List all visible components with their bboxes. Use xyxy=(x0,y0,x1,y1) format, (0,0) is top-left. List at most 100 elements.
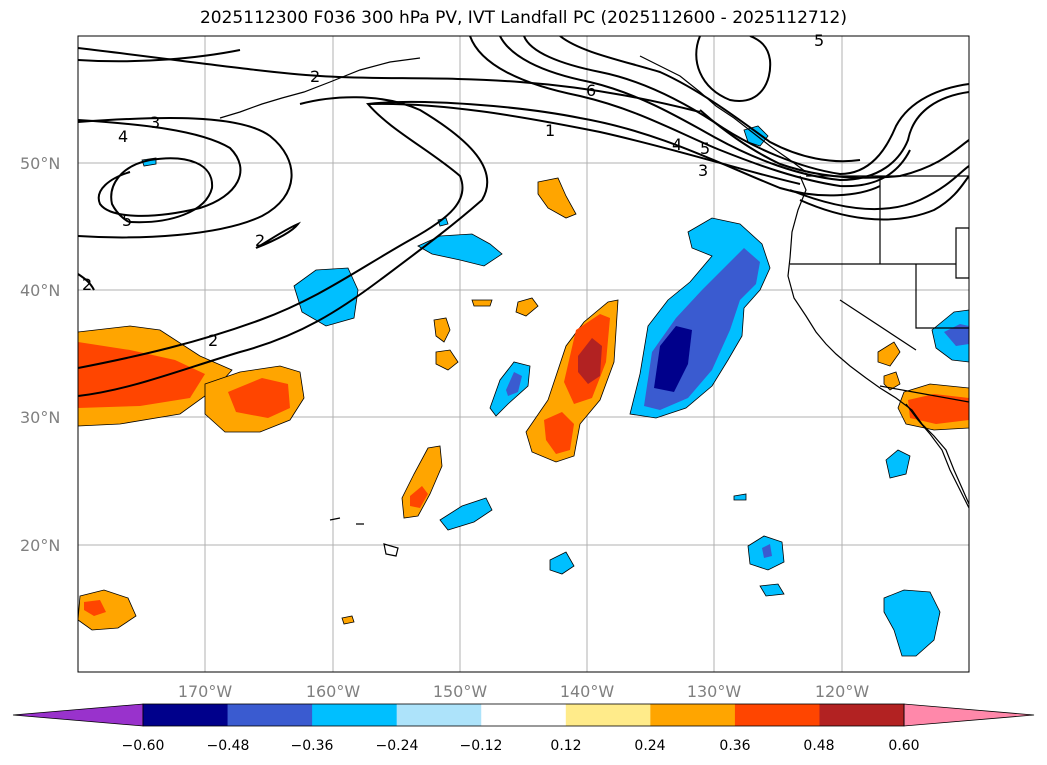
colorbar-tick-label: −0.24 xyxy=(376,738,419,754)
ivt-positive-region xyxy=(228,378,290,418)
lon-tick-label: 130°W xyxy=(687,682,742,701)
border-box xyxy=(955,227,969,279)
ivt-positive-region xyxy=(537,177,577,219)
lat-tick-label: 20°N xyxy=(20,536,60,555)
pv-contour-jet-1 xyxy=(469,36,911,188)
lat-tick-labels: 50°N 40°N 30°N 20°N xyxy=(20,154,60,555)
colorbar-tick-label: −0.36 xyxy=(291,738,334,754)
pv-contour-label: 2 xyxy=(208,331,218,350)
map-background xyxy=(78,36,969,672)
colorbar-tick-label: 0.24 xyxy=(634,738,665,754)
ivt-positive-region xyxy=(544,412,574,454)
colorbar-tick-label: 0.48 xyxy=(803,738,834,754)
colorbar: −0.60 −0.48 −0.36 −0.24 −0.12 0.12 0.24 … xyxy=(12,703,1035,754)
colorbar-extend-high xyxy=(903,703,1035,727)
ivt-positive-region xyxy=(908,394,969,424)
lon-tick-label: 140°W xyxy=(560,682,615,701)
pv-contour-label: 2 xyxy=(310,67,320,86)
lat-tick-label: 40°N xyxy=(20,281,60,300)
ivt-negative-region xyxy=(417,233,503,267)
ivt-positive-region xyxy=(883,371,901,391)
lat-tick-label: 50°N xyxy=(20,154,60,173)
pv-contour-5 xyxy=(110,157,214,224)
pv-contour-label: 3 xyxy=(150,113,160,132)
ivt-positive-region xyxy=(433,317,451,343)
colorbar-segment xyxy=(650,704,736,726)
ivt-positive-region xyxy=(515,297,539,317)
pv-contour-loop xyxy=(695,36,772,102)
ivt-negative-region xyxy=(654,326,692,392)
pv-contour-label: 5 xyxy=(700,139,710,158)
us-border-3 xyxy=(915,264,969,329)
pv-contour-jet-4 xyxy=(559,36,861,163)
colorbar-tick-label: −0.12 xyxy=(460,738,503,754)
ivt-positive-region xyxy=(435,349,459,371)
coastlines xyxy=(219,55,969,557)
alaska-panhandle xyxy=(639,55,807,173)
ivt-positive-regions xyxy=(78,177,969,631)
ivt-negative-regions xyxy=(141,125,969,657)
pv-contour-jet-2 xyxy=(499,36,969,182)
lon-tick-label: 150°W xyxy=(433,682,488,701)
pv-contour-6 xyxy=(78,49,241,63)
ivt-positive-region xyxy=(410,486,428,508)
pv-contour-label: 4 xyxy=(118,127,128,146)
ivt-negative-region xyxy=(293,267,359,327)
colorbar-segment xyxy=(481,704,567,726)
ivt-positive-region xyxy=(877,341,901,367)
ivt-negative-region xyxy=(944,324,969,346)
colorbar-segment xyxy=(396,704,482,726)
ivt-negative-region xyxy=(762,544,772,558)
colorbar-segment xyxy=(734,704,820,726)
colorbar-segment xyxy=(227,704,313,726)
pv-contour-label: 4 xyxy=(672,135,682,154)
pv-contour-edge xyxy=(78,273,95,291)
ivt-negative-region xyxy=(506,372,522,396)
lat-tick-label: 30°N xyxy=(20,408,60,427)
baja-coast xyxy=(905,403,969,509)
ivt-negative-region xyxy=(733,493,747,501)
ivt-positive-region xyxy=(578,338,602,384)
colorbar-tick-label: 0.36 xyxy=(719,738,750,754)
ivt-positive-region xyxy=(84,600,106,616)
colorbar-segment xyxy=(819,704,905,726)
map-frame xyxy=(77,35,970,673)
ivt-negative-region xyxy=(883,589,941,657)
lon-tick-label: 170°W xyxy=(178,682,233,701)
colorbar-tick-labels: −0.60 −0.48 −0.36 −0.24 −0.12 0.12 0.24 … xyxy=(122,738,920,754)
ivt-positive-region xyxy=(341,615,355,625)
ivt-positive-region xyxy=(78,589,137,631)
lon-tick-labels: 170°W 160°W 150°W 140°W 130°W 120°W xyxy=(178,682,870,701)
pv-contour-label: 5 xyxy=(122,211,132,230)
pv-contour-2-mid xyxy=(78,100,881,369)
lon-tick-label: 160°W xyxy=(306,682,361,701)
ivt-negative-region xyxy=(759,583,785,597)
colorbar-tick-label: 0.12 xyxy=(550,738,581,754)
pv-contour-labels: 1 2 2 2 2 3 3 4 4 5 5 6 5 xyxy=(82,31,824,350)
ivt-negative-region xyxy=(549,551,575,575)
ivt-positive-region xyxy=(471,299,493,307)
pv-contour-label: 2 xyxy=(255,231,265,250)
pv-contour-4 xyxy=(78,117,293,239)
pv-contour-label: 3 xyxy=(698,161,708,180)
pv-contours xyxy=(78,36,969,397)
colorbar-segment xyxy=(143,704,229,726)
pv-contour-2-north xyxy=(78,47,701,113)
pv-contour-label: 5 xyxy=(814,31,824,50)
hawaii-islands xyxy=(329,517,399,557)
mexico-border xyxy=(879,385,969,403)
colorbar-tick-label: −0.60 xyxy=(122,738,165,754)
pv-contour-1 xyxy=(367,102,801,185)
us-border-4 xyxy=(839,299,917,351)
figure-title: 2025112300 F036 300 hPa PV, IVT Landfall… xyxy=(199,8,847,28)
lon-tick-label: 120°W xyxy=(815,682,870,701)
north-america-coast xyxy=(787,175,969,505)
colorbar-tick-label: 0.60 xyxy=(888,738,919,754)
colorbar-extend-low xyxy=(12,703,144,727)
pv-contour-3 xyxy=(78,119,242,217)
pv-contour-2-south xyxy=(78,96,489,397)
pv-contour-label: 6 xyxy=(586,81,596,100)
ivt-negative-region xyxy=(885,449,911,479)
pv-contour-small xyxy=(255,221,302,249)
